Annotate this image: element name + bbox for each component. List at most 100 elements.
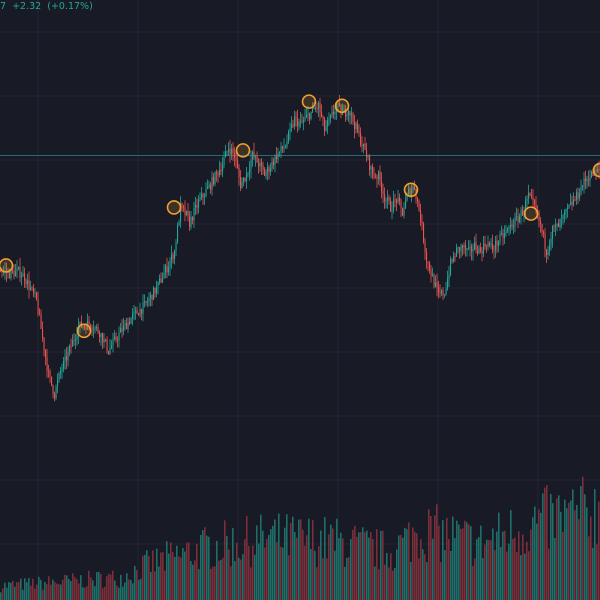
volume-bar [262, 530, 264, 600]
candle-body [357, 123, 359, 132]
volume-bar [194, 560, 196, 600]
candle-body [556, 223, 558, 226]
candle-body [225, 151, 227, 158]
volume-bar [390, 553, 392, 600]
volume-bar [406, 529, 408, 600]
volume-bar [52, 579, 54, 600]
candle-body [399, 197, 401, 202]
candle-body [496, 240, 498, 246]
candle-body [174, 250, 176, 259]
event-marker[interactable] [523, 206, 539, 221]
volume-bar [44, 581, 46, 600]
event-marker[interactable] [592, 162, 600, 178]
candle-body [291, 124, 293, 129]
volume-bar [468, 524, 470, 600]
candle-body [226, 151, 228, 152]
event-marker[interactable] [0, 258, 14, 273]
volume-bar [254, 554, 256, 600]
event-marker[interactable] [235, 143, 251, 158]
candle-body [208, 184, 210, 188]
candle-body [384, 194, 386, 202]
volume-bar [420, 539, 422, 600]
volume-bar [232, 528, 234, 600]
candle-body [42, 328, 44, 338]
candle-body [69, 345, 71, 352]
candle-body [367, 155, 369, 158]
volume-bar [106, 576, 108, 600]
candle-body [345, 109, 347, 117]
volume-bar [578, 519, 580, 600]
candle-body [190, 216, 192, 227]
event-marker[interactable] [166, 200, 182, 215]
candle-body [117, 340, 119, 341]
volume-bar [592, 547, 594, 600]
volume-bar [40, 579, 42, 600]
candle-body [64, 356, 66, 361]
volume-bar [584, 494, 586, 600]
candles [0, 95, 600, 402]
event-marker[interactable] [334, 98, 350, 114]
volume-bar [98, 571, 100, 600]
candle-body [277, 152, 279, 160]
candle-body [535, 204, 537, 211]
volume-bar [90, 577, 92, 600]
candle-body [420, 210, 422, 222]
candle-body [19, 266, 21, 278]
candle-body [447, 278, 449, 289]
candle-body [582, 186, 584, 188]
volume-bar [190, 561, 192, 600]
volume-bar [336, 518, 338, 600]
candle-body [222, 165, 224, 172]
candle-body [412, 186, 414, 191]
candle-body [25, 280, 27, 285]
event-marker[interactable] [403, 182, 419, 198]
candle-body [340, 105, 342, 115]
volume-bar [144, 554, 146, 600]
candle-body [184, 207, 186, 216]
candle-body [538, 212, 540, 222]
volume-bar [300, 519, 302, 600]
candle-body [139, 309, 141, 316]
volume-bar [458, 524, 460, 600]
volume-bar [32, 578, 34, 600]
volume-bar [248, 546, 250, 600]
volume-bar [372, 538, 374, 600]
volume-bar [338, 538, 340, 600]
volume-bar [234, 561, 236, 600]
candle-body [232, 148, 234, 154]
candle-body [580, 186, 582, 195]
candle-body [97, 327, 99, 333]
ohlc-legend: 7 +2.32 (+0.17%) [0, 1, 96, 13]
volume-bar [148, 556, 150, 600]
event-markers[interactable] [0, 94, 600, 339]
candle-body [583, 178, 585, 187]
candle-body [346, 115, 348, 117]
candle-body [568, 204, 570, 208]
volume-bar [400, 535, 402, 600]
volume-bar [414, 531, 416, 600]
candle-body [267, 166, 269, 173]
candle-body [213, 176, 215, 185]
event-marker[interactable] [301, 94, 317, 109]
event-marker-ring [76, 323, 92, 339]
event-marker[interactable] [76, 323, 92, 339]
volume-bar [14, 586, 16, 600]
candle-body [295, 116, 297, 118]
volume-bar [586, 507, 588, 600]
candle-body [163, 272, 165, 279]
candle-body [93, 329, 95, 331]
volume-bar [168, 553, 170, 600]
volume-bar [548, 548, 550, 600]
volume-bar [324, 517, 326, 600]
volume-bar [378, 569, 380, 600]
candle-body [394, 199, 396, 201]
volume-bar [246, 515, 248, 600]
volume-bar [350, 538, 352, 600]
candle-body [555, 225, 557, 227]
volume-bars [0, 476, 600, 600]
volume-bar [436, 504, 438, 600]
volume-bar [288, 555, 290, 600]
volume-bar [440, 562, 442, 600]
